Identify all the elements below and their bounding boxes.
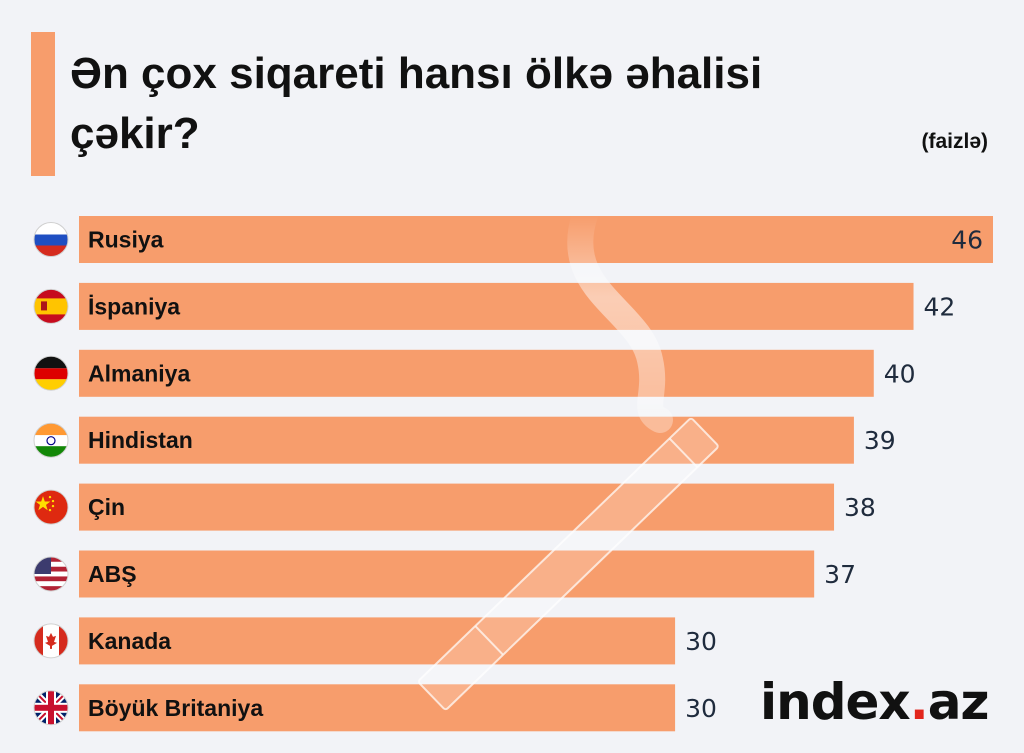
bar-value-label: 40 xyxy=(884,359,916,388)
unit-note: (faizlə) xyxy=(921,130,988,153)
bar-value-label: 46 xyxy=(951,226,983,255)
flag-usa-icon xyxy=(33,556,69,592)
flag-india-icon xyxy=(33,422,69,458)
flag-canada-icon xyxy=(33,623,69,659)
chart-title: Ən çox siqareti hansı ölkə əhalisi çəkir… xyxy=(70,49,763,158)
bar-value-label: 38 xyxy=(844,493,876,522)
bar-category-label: Kanada xyxy=(88,628,171,654)
bar-category-label: Rusiya xyxy=(88,227,164,253)
title-accent-bar xyxy=(31,32,55,176)
bar xyxy=(79,282,914,330)
flag-spain-icon xyxy=(33,288,69,324)
index-az-logo: index.az xyxy=(760,673,990,731)
bar-value-label: 42 xyxy=(924,292,956,321)
smoke-trail xyxy=(567,202,673,433)
bar xyxy=(79,216,993,263)
bar-value-label: 30 xyxy=(685,694,717,723)
bar-category-label: Çin xyxy=(88,494,125,520)
bar-value-label: 30 xyxy=(685,627,717,656)
bar-category-label: Hindistan xyxy=(88,427,193,453)
bar-category-label: İspaniya xyxy=(88,293,180,319)
bar xyxy=(79,684,676,732)
bar xyxy=(79,550,815,598)
flag-russia-icon xyxy=(33,222,69,257)
bar-category-label: Almaniya xyxy=(88,360,190,386)
cigarette-illustration xyxy=(417,202,719,711)
bar xyxy=(79,416,854,464)
cigarette-body xyxy=(417,417,719,711)
bar xyxy=(79,617,676,665)
bar-value-label: 39 xyxy=(864,426,896,455)
flag-uk-icon xyxy=(33,690,69,726)
flag-germany-icon xyxy=(33,355,69,391)
bar xyxy=(79,349,874,397)
flag-china-icon xyxy=(33,489,69,525)
bar-category-label: ABŞ xyxy=(88,561,137,587)
bar-value-label: 37 xyxy=(824,560,856,589)
bar xyxy=(79,483,835,531)
bar-category-label: Böyük Britaniya xyxy=(88,695,263,721)
